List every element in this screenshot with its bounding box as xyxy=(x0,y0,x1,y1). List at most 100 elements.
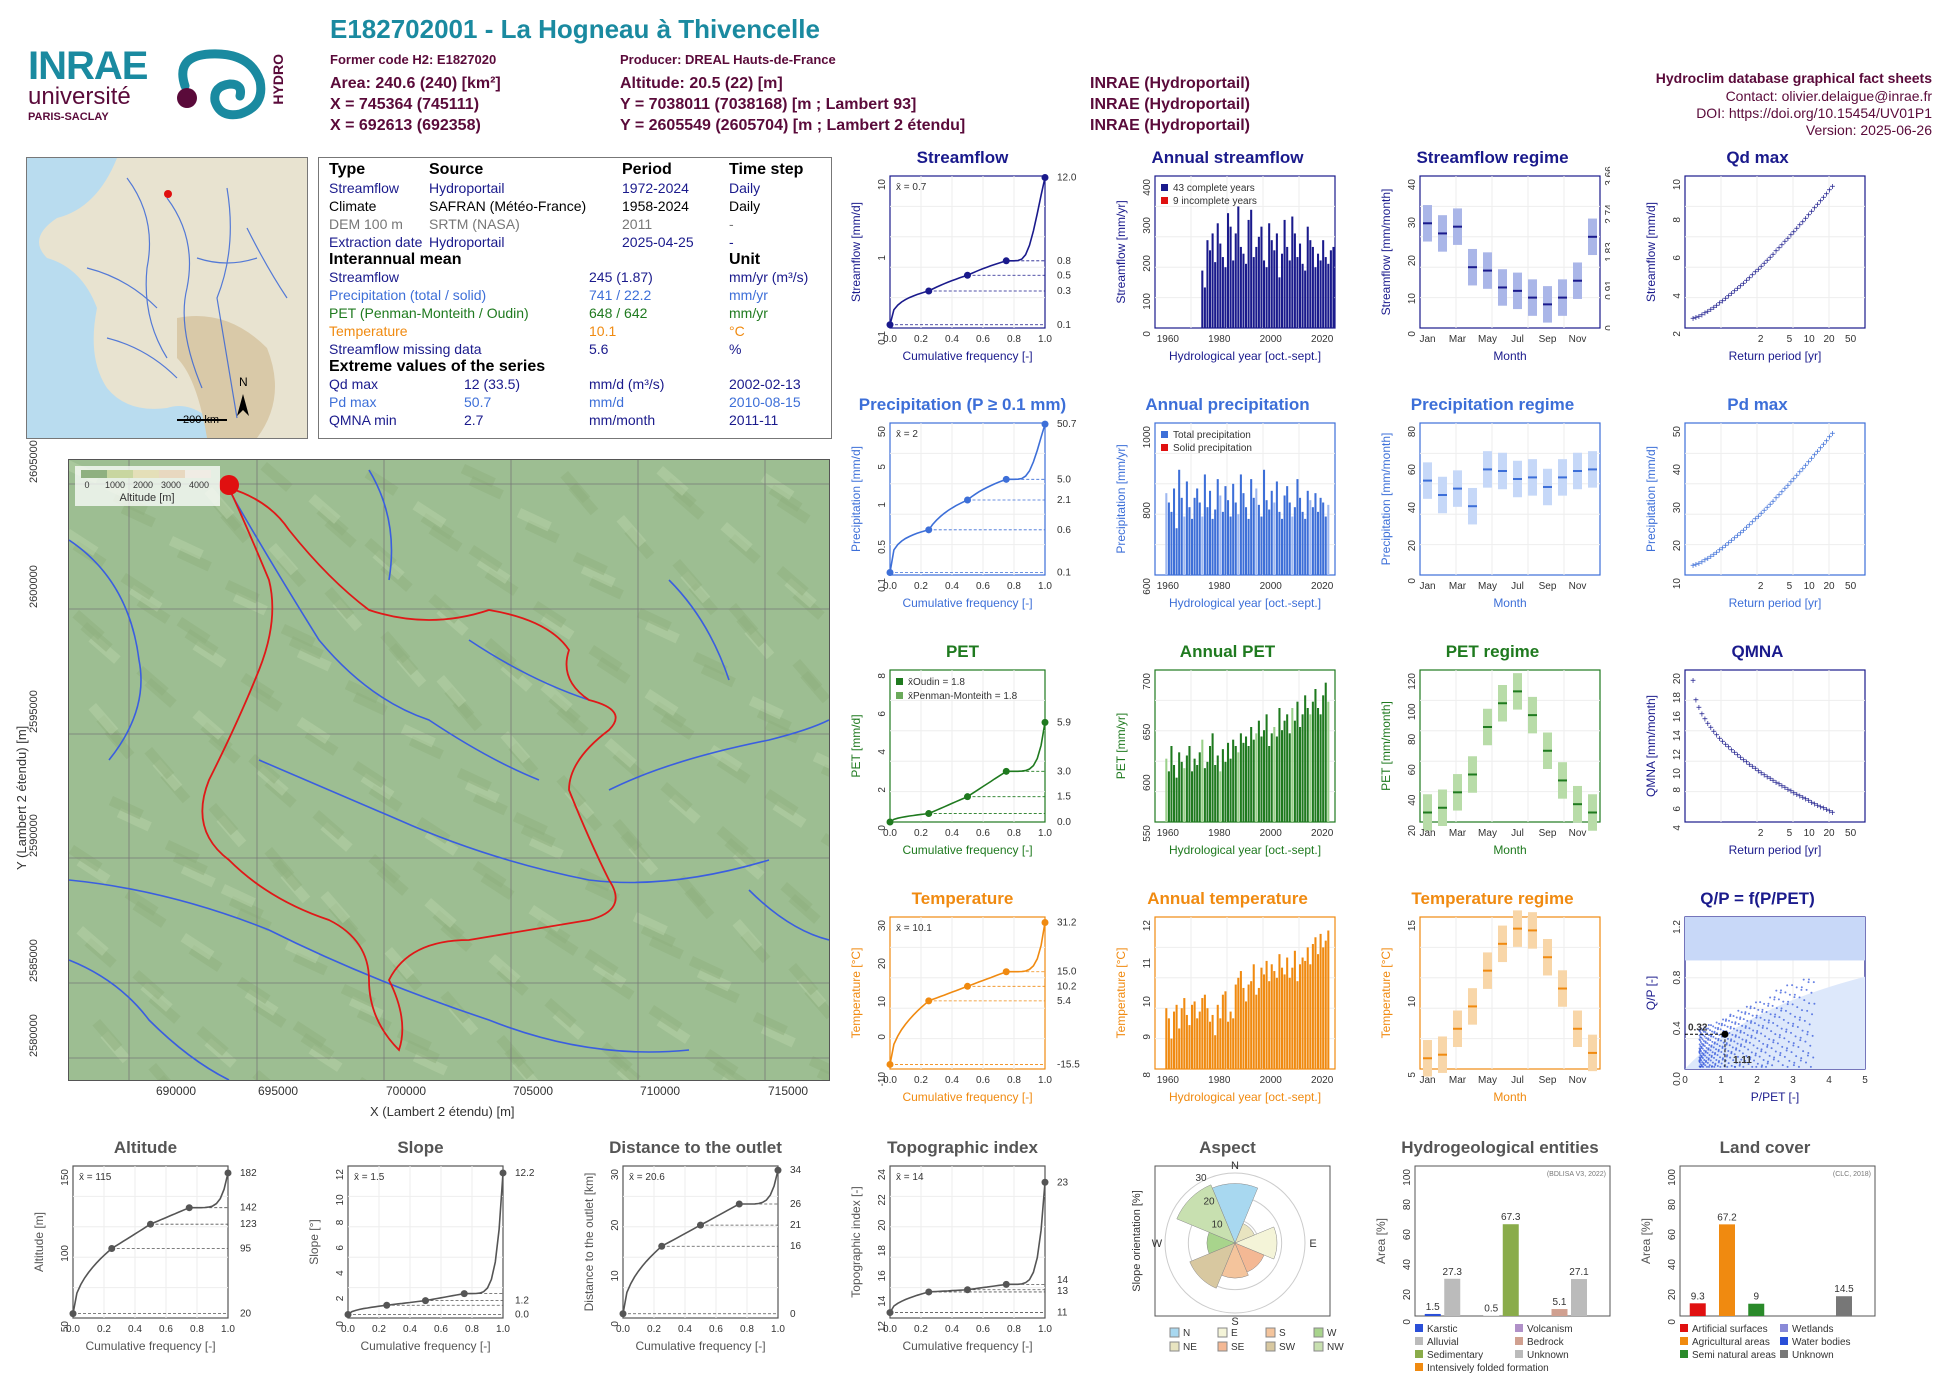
scatter-point xyxy=(1710,1045,1713,1048)
year-bar xyxy=(1229,1011,1232,1069)
data-point: + xyxy=(1764,772,1770,783)
year-bar xyxy=(1288,733,1291,822)
x-tick-label: 2 xyxy=(1754,1075,1760,1086)
x-tick-label: 1.0 xyxy=(771,1324,785,1335)
data-point: + xyxy=(1752,515,1758,526)
year-bar xyxy=(1242,987,1245,1069)
quantile-point xyxy=(658,1242,666,1250)
rose-sector xyxy=(1234,1223,1255,1244)
scatter-point xyxy=(1772,1058,1775,1061)
scatter-point xyxy=(1776,1024,1779,1027)
scatter-point xyxy=(1802,1050,1805,1053)
y-tick-label: 20 xyxy=(1672,673,1683,685)
scatter-point xyxy=(1704,1030,1707,1033)
legend-label: Intensively folded formation xyxy=(1427,1363,1549,1374)
data-point: + xyxy=(1776,244,1782,255)
data-point: + xyxy=(1758,768,1764,779)
scatter-point xyxy=(1728,1019,1731,1022)
scatter-point xyxy=(1736,1055,1739,1058)
data-point: + xyxy=(1729,536,1735,547)
legend-swatch xyxy=(1169,1341,1180,1352)
year-bar xyxy=(1209,746,1212,822)
scatter-point xyxy=(1754,1001,1757,1004)
y-tick-label: 22 xyxy=(877,1194,888,1206)
scatter-point xyxy=(1768,1054,1771,1057)
river xyxy=(69,539,142,761)
scatter-point xyxy=(1768,1038,1771,1041)
year-bar xyxy=(1206,240,1209,328)
scatter-point xyxy=(1774,1013,1777,1016)
scatter-point xyxy=(1714,1063,1717,1066)
terrain-patch xyxy=(404,1040,440,1064)
data-point: + xyxy=(1776,780,1782,791)
y-tick-label: 30 xyxy=(1407,217,1418,229)
data-point: + xyxy=(1738,528,1744,539)
x-tick-label: 0.8 xyxy=(1007,334,1021,345)
year-bar xyxy=(1275,481,1278,575)
right-tick-label: 1.83 xyxy=(1604,242,1610,262)
scatter-point xyxy=(1773,998,1776,1001)
scatter-point xyxy=(1745,1005,1748,1008)
y-tick-label: 1 xyxy=(877,502,888,508)
y-tick-label: 4 xyxy=(1672,293,1683,299)
scatter-point xyxy=(1704,1041,1707,1044)
right-tick-label: 13 xyxy=(1057,1286,1069,1297)
chart-title-qp_ppet: Q/P = f(P/PET) xyxy=(1700,889,1815,908)
year-bar xyxy=(1206,761,1209,822)
year-bar xyxy=(1278,954,1281,1069)
bar-value-label: 67.3 xyxy=(1501,1212,1521,1223)
legend-swatch xyxy=(1161,431,1168,438)
y-axis-label: Precipitation [mm/d] xyxy=(1644,446,1658,552)
year-bar xyxy=(1278,277,1281,328)
y-tick-label: 0.1 xyxy=(877,331,888,345)
bar-value-label: 9.3 xyxy=(1691,1291,1705,1302)
category-bar xyxy=(1424,1313,1441,1316)
y-axis-label: PET [mm/month] xyxy=(1379,701,1393,791)
quantile-point xyxy=(697,1221,704,1229)
scatter-point xyxy=(1729,1025,1732,1028)
year-bar xyxy=(1293,720,1296,822)
right-tick-label: 0 xyxy=(790,1309,796,1320)
year-bar xyxy=(1214,262,1217,328)
year-bar xyxy=(1288,260,1291,328)
extreme-row-1-col-3: 2010-08-15 xyxy=(729,394,801,410)
data-point: + xyxy=(1803,461,1809,472)
data-point: + xyxy=(1705,719,1711,730)
scatter-point xyxy=(1738,1049,1741,1052)
bar-value-label: 0.5 xyxy=(1484,1303,1498,1314)
x-tick-label: Jul xyxy=(1511,334,1524,345)
scatter-point xyxy=(1705,1046,1708,1049)
right-tick-label: 3.66 xyxy=(1604,166,1610,186)
data-point: + xyxy=(1812,799,1818,810)
year-bar xyxy=(1242,493,1245,575)
terrain-patch xyxy=(424,897,457,928)
terrain-patch xyxy=(704,1048,739,1076)
chart-annual_pet: Annual PET 1960 1980 2000 2020 Hydrological y… xyxy=(1110,642,1345,867)
scatter-point xyxy=(1721,1058,1724,1061)
y-axis-label: Streamflow [mm/d] xyxy=(849,202,863,302)
info-row-3-col-2: 2025-04-25 xyxy=(622,234,694,250)
scatter-point xyxy=(1716,1028,1719,1031)
data-point: + xyxy=(1800,217,1806,228)
rose-ring xyxy=(1164,1172,1306,1314)
terrain-patch xyxy=(264,847,295,880)
y-tick-label: 1000 xyxy=(1142,426,1153,449)
year-bar xyxy=(1242,742,1245,822)
terrain-patch xyxy=(180,933,215,960)
right-tick-label: 10.2 xyxy=(1057,981,1077,992)
bar-value-label: 27.1 xyxy=(1569,1267,1589,1278)
chart-title-temperature: Temperature xyxy=(911,889,1014,908)
mean-row-3-col-2: °C xyxy=(729,323,745,339)
terrain-patch xyxy=(468,545,503,572)
quantile-point xyxy=(69,1310,77,1318)
extreme-row-0-col-0: Qd max xyxy=(329,376,379,392)
right-tick-label: 20 xyxy=(240,1309,252,1320)
scatter-point xyxy=(1720,1024,1723,1027)
year-bar xyxy=(1252,964,1255,1069)
quantile-point xyxy=(344,1311,352,1319)
legend-swatch xyxy=(1515,1350,1523,1358)
year-bar xyxy=(1229,758,1232,822)
scatter-point xyxy=(1741,1052,1744,1055)
y-tick-label: 100 xyxy=(1407,703,1418,720)
year-bar xyxy=(1288,977,1291,1069)
